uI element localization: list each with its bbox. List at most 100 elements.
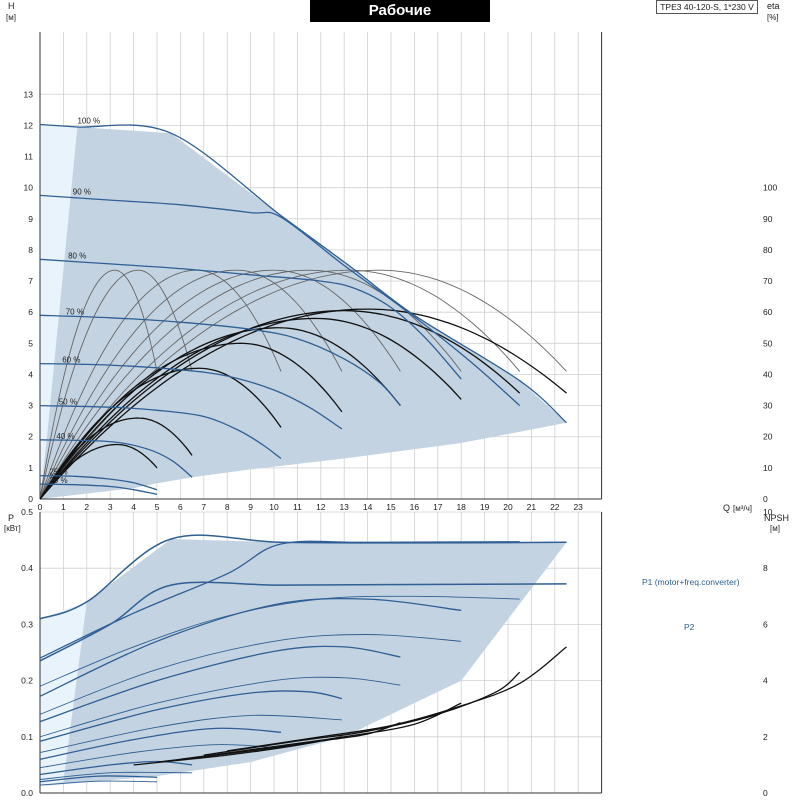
top-y2tick-label: 30 xyxy=(763,401,773,411)
top-y2tick-label: 70 xyxy=(763,276,773,286)
efficiency-curve xyxy=(39,269,401,500)
speed-label: 20 % xyxy=(49,476,67,485)
top-xtick-label: 21 xyxy=(527,502,537,512)
speed-curve xyxy=(39,194,521,407)
top-ytick-label: 9 xyxy=(28,214,33,224)
bottom-operating-area xyxy=(40,539,567,787)
efficiency-curve xyxy=(39,269,193,500)
bottom-ylabel: P xyxy=(8,513,14,523)
speed-curve xyxy=(39,123,567,424)
top-xtick-label: 5 xyxy=(155,502,160,512)
p2-speed-curve xyxy=(39,595,520,687)
speed-label: 70 % xyxy=(66,307,84,316)
speed-label: 25 % xyxy=(49,468,67,477)
efficiency-curve xyxy=(39,443,158,500)
top-ytick-label: 13 xyxy=(24,89,34,99)
efficiency-curve xyxy=(39,327,401,500)
efficiency-curve xyxy=(39,269,521,500)
p1-speed-curve xyxy=(39,760,193,776)
top-xtick-label: 7 xyxy=(201,502,206,512)
top-xunit: [м³/ч] xyxy=(733,504,752,513)
npsh-curve xyxy=(227,646,567,752)
top-xtick-label: 4 xyxy=(131,502,136,512)
speed-label: 100 % xyxy=(77,116,100,125)
top-y2tick-label: 60 xyxy=(763,307,773,317)
p1-speed-curve xyxy=(39,727,282,760)
top-ytick-label: 8 xyxy=(28,245,33,255)
speed-label: 80 % xyxy=(68,251,86,260)
top-y2tick-label: 10 xyxy=(763,463,773,473)
top-xtick-label: 22 xyxy=(550,502,560,512)
top-xtick-label: 16 xyxy=(410,502,420,512)
efficiency-curve xyxy=(39,417,193,500)
p2-speed-curve xyxy=(39,714,342,753)
top-xtick-label: 18 xyxy=(456,502,466,512)
p1-speed-curve xyxy=(39,597,462,697)
top-ytick-label: 5 xyxy=(28,338,33,348)
speed-curve xyxy=(39,258,462,380)
bottom-ytick-label: 0.0 xyxy=(21,788,33,798)
top-xtick-label: 13 xyxy=(339,502,349,512)
bottom-y2unit: [м] xyxy=(770,524,780,533)
bottom-ytick-label: 0.2 xyxy=(21,676,33,686)
bottom-yunit: [кВт] xyxy=(4,524,21,533)
efficiency-curve xyxy=(39,269,282,500)
efficiency-curve xyxy=(39,317,462,500)
bottom-ytick-label: 0.3 xyxy=(21,619,33,629)
p2-speed-curve xyxy=(39,780,158,786)
model-label: TPE3 40-120-S, 1*230 V xyxy=(656,0,758,14)
speed-curve xyxy=(39,404,282,460)
top-xtick-label: 14 xyxy=(363,502,373,512)
speed-curve xyxy=(39,314,401,407)
top-y2tick-label: 40 xyxy=(763,369,773,379)
bottom-ytick-label: 0.1 xyxy=(21,732,33,742)
top-y2label: eta xyxy=(767,1,780,11)
bottom-y2tick-label: 2 xyxy=(763,732,768,742)
top-xtick-label: 10 xyxy=(269,502,279,512)
npsh-curve xyxy=(180,702,462,760)
top-xtick-label: 15 xyxy=(386,502,396,512)
p2-speed-curve xyxy=(39,634,462,715)
top-xtick-label: 11 xyxy=(293,502,302,512)
p1-speed-curve xyxy=(39,540,520,659)
bottom-y2tick-label: 0 xyxy=(763,788,768,798)
speed-label: 60 % xyxy=(62,356,80,365)
top-xtick-label: 20 xyxy=(503,502,513,512)
efficiency-curve xyxy=(39,269,343,500)
speed-label: 50 % xyxy=(59,398,77,407)
top-xtick-label: 8 xyxy=(225,502,230,512)
top-xtick-label: 19 xyxy=(480,502,490,512)
top-y2tick-label: 100 xyxy=(763,183,777,193)
top-y2tick-label: 90 xyxy=(763,214,773,224)
p1-curve xyxy=(39,534,567,620)
bottom-y2tick-label: 4 xyxy=(763,676,768,686)
bottom-light-region xyxy=(40,601,87,787)
top-xtick-label: 12 xyxy=(316,502,326,512)
top-y2tick-label: 20 xyxy=(763,432,773,442)
speed-curve xyxy=(39,483,158,495)
efficiency-curve xyxy=(39,342,343,500)
efficiency-curve xyxy=(39,367,282,500)
bottom-ytick-label: 0.4 xyxy=(21,563,33,573)
top-y2unit: [%] xyxy=(767,13,779,22)
top-y2tick-label: 50 xyxy=(763,338,773,348)
p2-speed-curve xyxy=(39,771,193,780)
top-ytick-label: 0 xyxy=(28,494,33,504)
top-ytick-label: 6 xyxy=(28,307,33,317)
top-y2tick-label: 80 xyxy=(763,245,773,255)
top-ytick-label: 12 xyxy=(24,120,34,130)
top-xlabel: Q xyxy=(723,503,730,513)
top-ytick-label: 4 xyxy=(28,369,33,379)
speed-curve xyxy=(39,474,158,491)
npsh-curve xyxy=(133,736,343,766)
top-yunit: [м] xyxy=(6,13,16,22)
top-ytick-label: 1 xyxy=(28,463,33,473)
top-xtick-label: 6 xyxy=(178,502,183,512)
speed-curve xyxy=(39,362,343,430)
bottom-y2label: NPSH xyxy=(764,513,789,523)
bottom-y2tick-label: 6 xyxy=(763,619,768,629)
top-xtick-label: 1 xyxy=(61,502,66,512)
top-xtick-label: 9 xyxy=(248,502,253,512)
top-ytick-label: 10 xyxy=(24,183,34,193)
speed-curve xyxy=(39,439,193,478)
